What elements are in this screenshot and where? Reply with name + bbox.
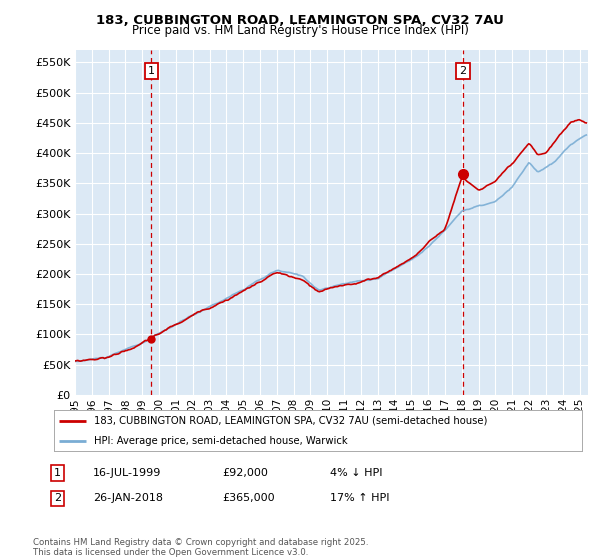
Text: 183, CUBBINGTON ROAD, LEAMINGTON SPA, CV32 7AU: 183, CUBBINGTON ROAD, LEAMINGTON SPA, CV… <box>96 14 504 27</box>
Text: £365,000: £365,000 <box>222 493 275 503</box>
Text: 4% ↓ HPI: 4% ↓ HPI <box>330 468 383 478</box>
Text: Contains HM Land Registry data © Crown copyright and database right 2025.
This d: Contains HM Land Registry data © Crown c… <box>33 538 368 557</box>
Text: 17% ↑ HPI: 17% ↑ HPI <box>330 493 389 503</box>
Text: 1: 1 <box>148 66 155 76</box>
Text: 16-JUL-1999: 16-JUL-1999 <box>93 468 161 478</box>
Text: 1: 1 <box>54 468 61 478</box>
Text: 183, CUBBINGTON ROAD, LEAMINGTON SPA, CV32 7AU (semi-detached house): 183, CUBBINGTON ROAD, LEAMINGTON SPA, CV… <box>94 416 487 426</box>
Text: 2: 2 <box>54 493 61 503</box>
Text: Price paid vs. HM Land Registry's House Price Index (HPI): Price paid vs. HM Land Registry's House … <box>131 24 469 37</box>
Text: £92,000: £92,000 <box>222 468 268 478</box>
Text: 2: 2 <box>460 66 467 76</box>
Text: 26-JAN-2018: 26-JAN-2018 <box>93 493 163 503</box>
Text: HPI: Average price, semi-detached house, Warwick: HPI: Average price, semi-detached house,… <box>94 436 347 446</box>
